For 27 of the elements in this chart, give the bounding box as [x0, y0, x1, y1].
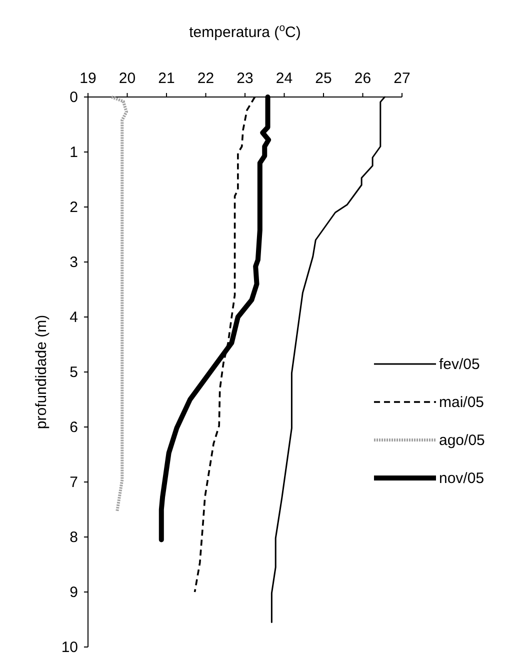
x-tick-label: 24	[276, 70, 293, 87]
y-tick-label: 8	[70, 529, 78, 546]
x-tick-label: 20	[118, 70, 136, 87]
x-tick-label: 25	[315, 70, 332, 87]
x-tick-label: 27	[394, 70, 410, 87]
legend-label: ago/05	[439, 432, 485, 449]
y-tick-label: 6	[70, 419, 78, 436]
y-tick-label: 9	[70, 584, 78, 601]
x-tick-label: 21	[158, 70, 175, 87]
x-tick-label: 22	[197, 70, 214, 87]
legend-label: mai/05	[439, 394, 484, 411]
y-tick-label: 4	[70, 309, 78, 326]
x-tick-label: 26	[354, 70, 372, 87]
y-tick-label: 5	[70, 364, 78, 381]
y-tick-label: 1	[70, 144, 78, 161]
y-tick-label: 3	[70, 254, 78, 271]
y-tick-label: 10	[61, 639, 78, 656]
x-tick-label: 23	[236, 70, 254, 87]
y-tick-label: 2	[70, 199, 78, 216]
x-tick-label: 19	[80, 70, 96, 87]
line-series	[110, 96, 128, 514]
y-axis-title: profundidade (m)	[33, 314, 50, 430]
y-tick-label: 7	[70, 474, 78, 491]
y-tick-label: 0	[70, 89, 78, 106]
legend-label: nov/05	[439, 470, 484, 487]
legend-label: fev/05	[439, 356, 480, 373]
x-axis-title: temperatura ($^{o}$C)	[189, 22, 301, 41]
